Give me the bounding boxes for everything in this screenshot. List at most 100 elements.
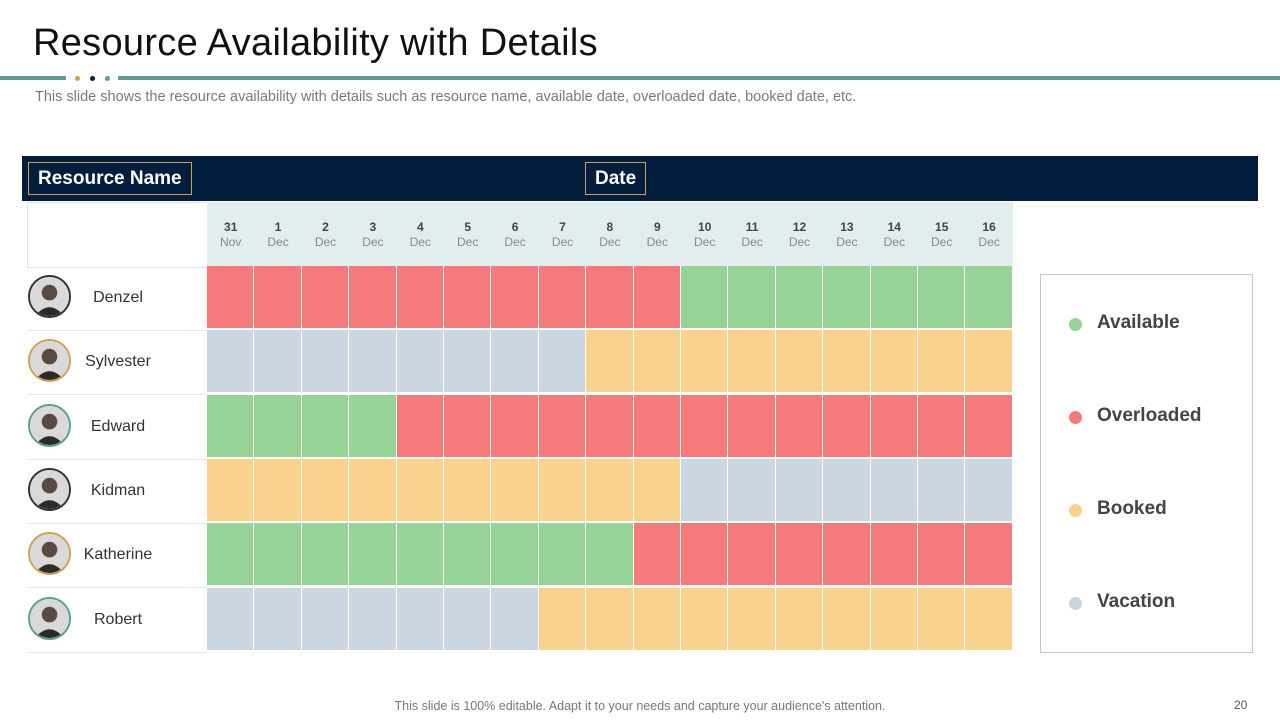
resource-name: Kidman [90,481,146,499]
status-cell-vacation [870,458,918,522]
date-header: Date [585,162,647,195]
date-column-header: 16 Dec [965,202,1012,266]
date-day: 16 [982,220,996,234]
status-cell-available [870,266,918,329]
date-column-header: 11 Dec [728,202,775,266]
footer-note: This slide is 100% editable. Adapt it to… [394,699,886,713]
status-cell-booked [870,330,918,394]
person-photo-icon [30,534,69,574]
resource-row: Katherine [27,523,1013,589]
status-cell-overloaded [918,394,966,458]
status-cell-overloaded [444,266,492,329]
resource-name-cell: Kidman [27,459,207,524]
status-cell-overloaded [538,266,587,329]
date-month: Dec [741,235,763,249]
status-cell-vacation [349,330,397,394]
date-month: Dec [267,235,289,249]
date-month: Dec [978,235,1000,249]
legend-label: Booked [1097,498,1167,519]
status-cell-available [207,394,255,458]
divider-dot-teal [105,76,110,81]
status-cell-vacation [301,587,350,651]
status-cell-booked [965,587,1013,651]
page-title: Resource Availability with Details [33,22,598,64]
resource-name-cell: Denzel [27,266,207,331]
status-cell-vacation [444,587,492,651]
resource-name: Sylvester [85,353,151,371]
status-cell-available [775,266,824,329]
status-cell-overloaded [586,266,634,329]
status-cell-booked [823,330,871,394]
date-month: Dec [362,235,384,249]
resource-row: Kidman [27,458,1013,524]
status-cell-overloaded [823,523,871,587]
resource-name: Edward [90,417,146,435]
date-day: 8 [606,220,614,234]
date-column-header: 10 Dec [681,202,728,266]
status-cell-vacation [444,330,492,394]
resource-row: Denzel [27,266,1013,331]
status-cell-booked [586,587,634,651]
page-number: 20 [1234,698,1248,712]
status-cell-booked [444,458,492,522]
status-cell-booked [681,587,729,651]
status-cell-vacation [823,458,871,522]
status-cell-available [491,523,539,587]
date-month: Dec [883,235,905,249]
status-cell-booked [633,587,681,651]
avatar [28,403,71,447]
date-month: Dec [504,235,526,249]
resource-name-cell: Sylvester [27,330,207,396]
date-column-header: 12 Dec [776,202,823,266]
date-column-header: 6 Dec [491,202,538,266]
status-cell-overloaded [681,394,729,458]
date-day: 3 [369,220,377,234]
status-cell-overloaded [728,523,776,587]
status-cell-overloaded [681,523,729,587]
status-cell-booked [775,330,824,394]
date-column-header: 31 Nov [207,202,254,266]
status-cell-available [301,523,350,587]
resource-name-cell: Katherine [27,523,207,589]
status-cell-overloaded [396,266,444,329]
status-cell-booked [301,458,350,522]
status-cell-available [918,266,966,329]
status-cell-overloaded [775,394,824,458]
date-day: 4 [416,220,424,234]
date-month: Dec [599,235,621,249]
date-month: Dec [314,235,337,249]
status-cell-overloaded [586,394,634,458]
status-cell-vacation [491,330,539,394]
status-cell-available [728,266,776,329]
date-column-header: 8 Dec [586,202,633,266]
date-month: Dec [694,235,716,249]
status-cell-overloaded [349,266,397,329]
status-cell-overloaded [396,394,444,458]
divider-dot-gold [75,76,80,81]
avatar [28,532,71,576]
resource-row: Robert [27,587,1013,653]
date-month: Dec [457,235,479,249]
status-cell-booked [728,330,776,394]
person-photo-icon [30,598,69,638]
avatar [28,275,71,318]
status-cell-available [349,523,397,587]
date-month: Dec [931,235,953,249]
legend-label: Vacation [1097,591,1176,612]
date-day: 10 [698,220,712,234]
title-divider [0,76,1280,80]
avatar [28,339,71,383]
status-cell-vacation [491,587,539,651]
status-cell-available [301,394,350,458]
divider-dot-navy [90,76,95,81]
person-photo-icon [30,277,69,316]
status-cell-booked [538,587,587,651]
date-day: 1 [274,220,282,234]
name-column-header-cell [27,202,207,268]
person-photo-icon [30,405,69,445]
date-month: Dec [788,235,811,249]
legend-label: Overloaded [1097,405,1202,426]
date-month: Dec [409,235,431,249]
status-cell-vacation [207,330,255,394]
status-cell-overloaded [444,394,492,458]
